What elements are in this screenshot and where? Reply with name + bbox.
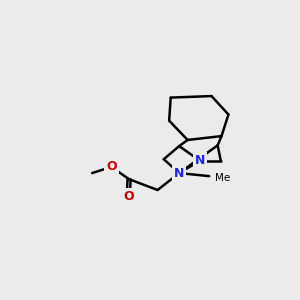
- Text: N: N: [195, 154, 205, 167]
- Text: O: O: [123, 190, 134, 203]
- Text: N: N: [174, 167, 184, 180]
- Text: Me: Me: [214, 173, 230, 184]
- Text: O: O: [106, 160, 117, 173]
